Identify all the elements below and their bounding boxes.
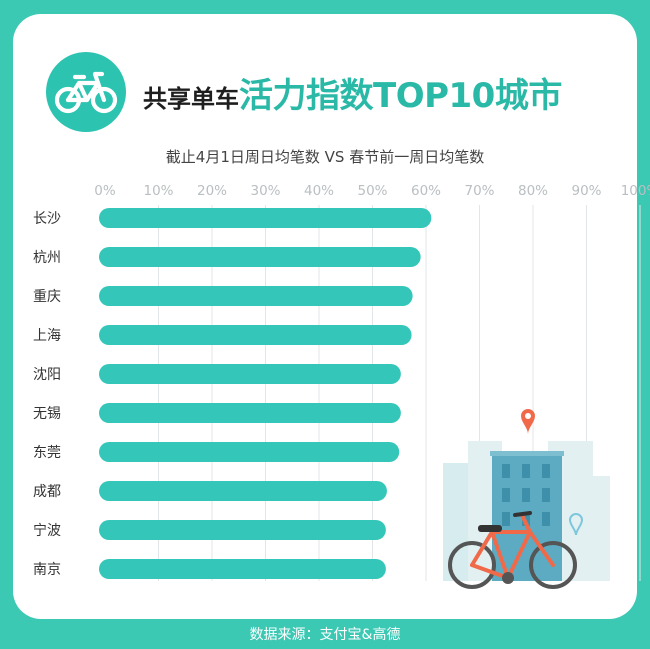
bar [99, 559, 386, 579]
category-label: 宁波 [33, 522, 61, 539]
title-part-2: 活力指数TOP10城市 [239, 76, 562, 116]
bicycle-city-illustration [443, 409, 610, 589]
x-tick-label: 0% [94, 183, 116, 199]
x-tick-label: 20% [197, 183, 227, 199]
x-tick-label: 50% [357, 183, 387, 199]
x-tick-label: 30% [250, 183, 280, 199]
bar [99, 520, 386, 540]
bars [99, 208, 432, 579]
category-label: 上海 [33, 328, 61, 344]
x-axis-ticks: 0% 10% 20% 30% 40% 50% 60% 70% 80% 90% 100% [94, 183, 650, 199]
bar [99, 286, 413, 306]
category-label: 重庆 [33, 289, 61, 305]
x-tick-label: 80% [518, 183, 548, 199]
bar [99, 208, 432, 228]
x-tick-label: 40% [304, 183, 334, 199]
bar [99, 442, 400, 462]
bar [99, 403, 401, 423]
data-source: 数据来源：支付宝&高德 [249, 627, 401, 643]
x-tick-label: 10% [143, 183, 173, 199]
bar [99, 325, 412, 345]
page-title: 共享单车活力指数TOP10城市 [143, 68, 562, 116]
x-tick-label: 60% [411, 183, 441, 199]
title-part-1: 共享单车 [143, 85, 239, 113]
category-label: 沈阳 [33, 367, 61, 383]
category-label: 南京 [33, 562, 61, 578]
category-label: 东莞 [33, 445, 61, 461]
category-label: 长沙 [33, 211, 61, 227]
bar [99, 247, 421, 267]
bar [99, 481, 387, 501]
chart-subtitle: 截止4月1日周日均笔数 VS 春节前一周日均笔数 [165, 148, 485, 166]
bar-chart: 0% 10% 20% 30% 40% 50% 60% 70% 80% 90% 100% 长沙杭州重庆… [33, 183, 650, 589]
category-label: 杭州 [33, 250, 61, 266]
category-label: 成都 [33, 484, 61, 500]
x-tick-label: 70% [464, 183, 494, 199]
bicycle-icon [46, 52, 126, 132]
x-tick-label: 90% [571, 183, 601, 199]
category-label: 无锡 [33, 406, 61, 422]
bar [99, 364, 401, 384]
x-tick-label: 100% [621, 183, 650, 199]
